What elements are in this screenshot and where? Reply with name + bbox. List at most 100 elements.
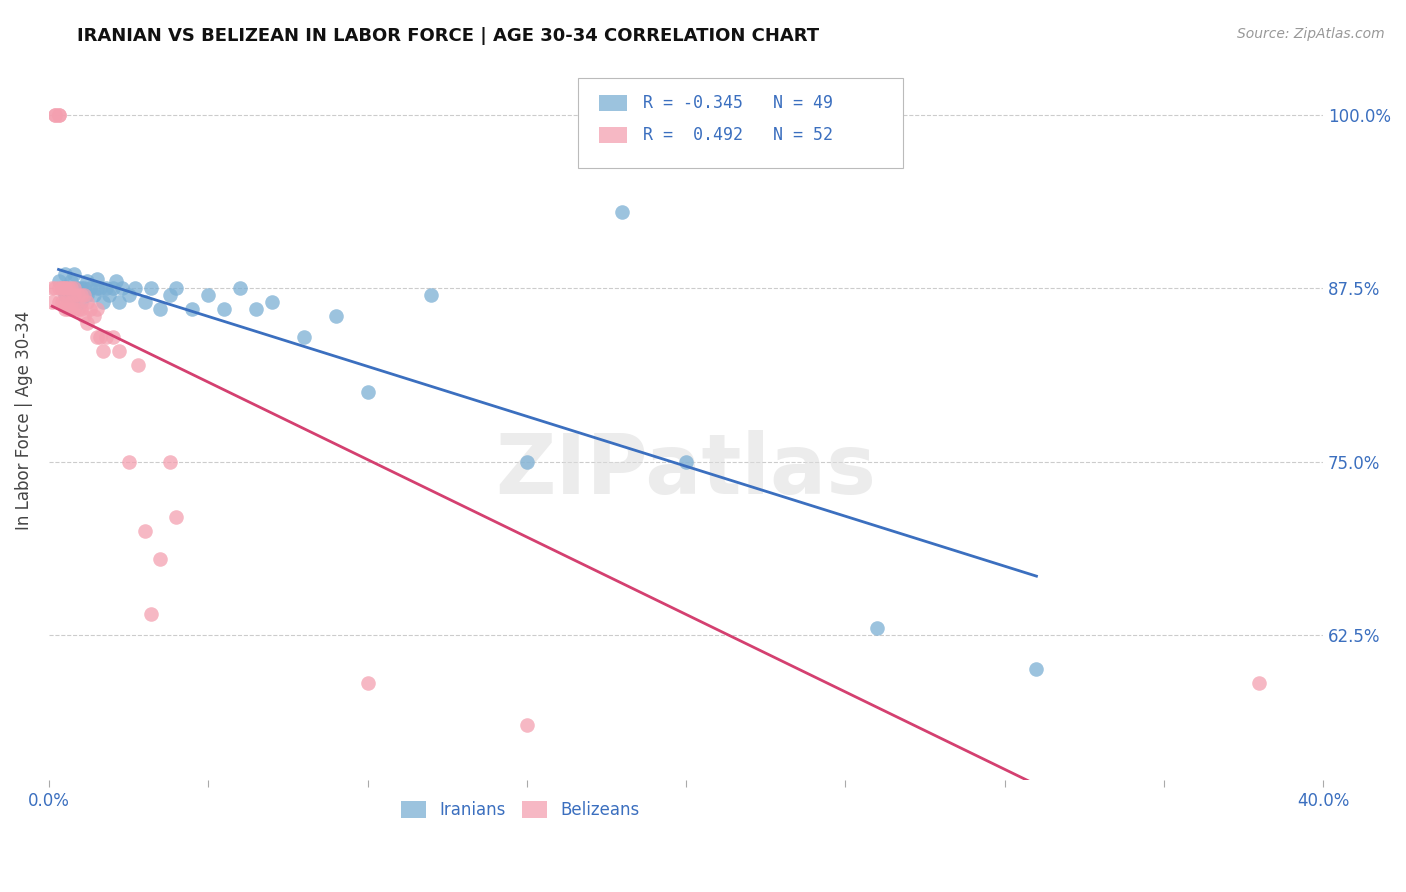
- Point: [101, 330, 124, 344]
- Point: [79, 281, 101, 295]
- Point: [56, 301, 79, 316]
- Point: [69, 295, 91, 310]
- Point: [89, 330, 111, 344]
- Point: [51, 281, 73, 295]
- Point: [48, 108, 70, 122]
- Point: [96, 281, 118, 295]
- Point: [139, 607, 162, 621]
- Point: [51, 295, 73, 310]
- Point: [69, 301, 91, 316]
- Point: [159, 288, 181, 302]
- Point: [139, 281, 162, 295]
- Point: [86, 330, 108, 344]
- Point: [44, 108, 66, 122]
- Point: [91, 295, 114, 310]
- Point: [56, 281, 79, 295]
- Point: [44, 108, 66, 122]
- Point: [89, 281, 111, 295]
- Point: [66, 281, 89, 295]
- Point: [181, 301, 204, 316]
- Point: [60, 301, 83, 316]
- Point: [356, 385, 378, 400]
- Point: [83, 288, 105, 302]
- Point: [86, 301, 108, 316]
- Point: [69, 288, 91, 302]
- Text: R =  0.492   N = 52: R = 0.492 N = 52: [643, 127, 832, 145]
- Text: IRANIAN VS BELIZEAN IN LABOR FORCE | AGE 30-34 CORRELATION CHART: IRANIAN VS BELIZEAN IN LABOR FORCE | AGE…: [77, 27, 820, 45]
- Point: [260, 295, 283, 310]
- Point: [63, 268, 86, 282]
- Point: [86, 271, 108, 285]
- Point: [56, 295, 79, 310]
- Text: R = -0.345   N = 49: R = -0.345 N = 49: [643, 94, 832, 112]
- Point: [60, 288, 83, 302]
- Point: [53, 281, 76, 295]
- Point: [866, 621, 889, 635]
- Point: [98, 288, 121, 302]
- Point: [134, 295, 156, 310]
- Point: [83, 309, 105, 323]
- Point: [41, 281, 63, 295]
- Point: [325, 309, 347, 323]
- Legend: Iranians, Belizeans: Iranians, Belizeans: [394, 795, 647, 826]
- Point: [149, 301, 172, 316]
- Point: [76, 316, 98, 330]
- Point: [66, 301, 89, 316]
- FancyBboxPatch shape: [599, 95, 627, 111]
- Point: [63, 301, 86, 316]
- Point: [96, 330, 118, 344]
- Point: [197, 288, 219, 302]
- Point: [73, 281, 96, 295]
- Point: [60, 281, 83, 295]
- Point: [91, 343, 114, 358]
- Point: [134, 524, 156, 538]
- Point: [56, 281, 79, 295]
- Point: [124, 281, 146, 295]
- Point: [117, 454, 139, 468]
- Point: [292, 330, 315, 344]
- Point: [48, 274, 70, 288]
- Y-axis label: In Labor Force | Age 30-34: In Labor Force | Age 30-34: [15, 310, 32, 530]
- Point: [86, 281, 108, 295]
- Point: [60, 274, 83, 288]
- Point: [53, 281, 76, 295]
- Point: [63, 281, 86, 295]
- Point: [1249, 676, 1271, 690]
- Point: [516, 718, 538, 732]
- Point: [229, 281, 252, 295]
- Point: [516, 454, 538, 468]
- Point: [675, 454, 697, 468]
- Point: [53, 288, 76, 302]
- Point: [108, 343, 131, 358]
- Point: [212, 301, 235, 316]
- Point: [53, 295, 76, 310]
- Point: [48, 281, 70, 295]
- Point: [60, 295, 83, 310]
- Point: [159, 454, 181, 468]
- Point: [63, 288, 86, 302]
- Point: [420, 288, 443, 302]
- Point: [48, 295, 70, 310]
- Point: [73, 288, 96, 302]
- Point: [127, 358, 149, 372]
- Point: [76, 295, 98, 310]
- Point: [44, 281, 66, 295]
- Text: Source: ZipAtlas.com: Source: ZipAtlas.com: [1237, 27, 1385, 41]
- Point: [245, 301, 267, 316]
- Point: [53, 268, 76, 282]
- Point: [111, 281, 134, 295]
- Point: [356, 676, 378, 690]
- Point: [1025, 662, 1047, 676]
- Point: [76, 288, 98, 302]
- Point: [69, 281, 91, 295]
- Point: [63, 281, 86, 295]
- Point: [104, 274, 127, 288]
- Point: [612, 205, 634, 219]
- Point: [101, 281, 124, 295]
- Point: [73, 309, 96, 323]
- Text: ZIPatlas: ZIPatlas: [495, 430, 876, 511]
- Point: [51, 281, 73, 295]
- Point: [117, 288, 139, 302]
- Point: [149, 551, 172, 566]
- Point: [165, 510, 187, 524]
